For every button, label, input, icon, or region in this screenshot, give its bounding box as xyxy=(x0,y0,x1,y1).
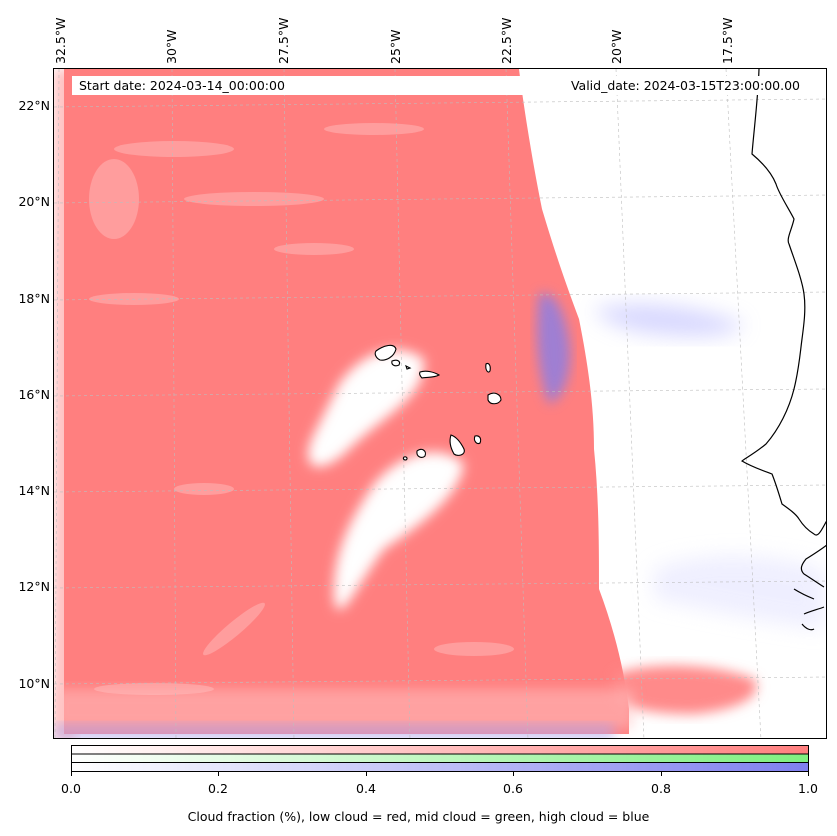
clear-gap-north xyxy=(308,349,425,467)
island-sao-vicente xyxy=(391,359,401,367)
lat-label: 16°N xyxy=(18,387,50,402)
lon-label: 17.5°W xyxy=(720,17,735,64)
colorbar-tick-label: 0.6 xyxy=(503,781,523,796)
lon-label: 25°W xyxy=(388,29,403,64)
date-header-strip xyxy=(72,76,810,95)
bottom-high-cloud xyxy=(54,724,614,738)
colorbar-tick xyxy=(808,772,809,776)
island-santo-antao xyxy=(374,344,397,361)
island-santiago xyxy=(449,434,465,456)
colorbar-tick-label: 0.8 xyxy=(651,781,671,796)
lat-label: 22°N xyxy=(18,98,50,113)
lat-label: 18°N xyxy=(18,291,50,306)
cloud-fraction-map xyxy=(54,69,826,738)
lon-label: 27.5°W xyxy=(276,17,291,64)
lon-label: 32.5°W xyxy=(53,17,68,64)
high-cloud-east xyxy=(594,304,744,337)
colorbar-tick xyxy=(661,772,662,776)
lon-label: 20°W xyxy=(609,29,624,64)
colorbar-row-mid xyxy=(71,753,809,763)
island-boa-vista xyxy=(487,392,502,405)
island-santa-luzia xyxy=(405,364,412,370)
colorbar-tick-label: 1.0 xyxy=(798,781,818,796)
colorbar-tick xyxy=(513,772,514,776)
cape-verde-islands xyxy=(374,344,502,461)
colorbar-label: Cloud fraction (%), low cloud = red, mid… xyxy=(187,809,650,824)
island-brava xyxy=(402,456,408,461)
colorbar-tick xyxy=(71,772,72,776)
lat-label: 10°N xyxy=(18,676,50,691)
lon-label: 30°W xyxy=(164,29,179,64)
start-date-label: Start date: 2024-03-14_00:00:00 xyxy=(79,78,285,93)
valid-date-label: Valid_date: 2024-03-15T23:00:00.00 xyxy=(570,78,800,93)
lat-label: 14°N xyxy=(18,483,50,498)
colorbar-tick xyxy=(366,772,367,776)
colorbar-row-high xyxy=(71,762,809,772)
island-fogo xyxy=(416,448,426,458)
colorbar-tick-label: 0.2 xyxy=(208,781,228,796)
high-cloud-coastal xyxy=(537,293,571,404)
colorbar xyxy=(71,745,809,772)
coastline-africa xyxy=(741,69,826,631)
colorbar-tick-label: 0.4 xyxy=(356,781,376,796)
clear-gap-south xyxy=(333,452,464,610)
lat-label: 12°N xyxy=(18,579,50,594)
high-cloud-south xyxy=(654,555,824,629)
island-sao-nicolau xyxy=(419,370,441,379)
map-panel xyxy=(53,68,827,739)
lon-label: 22.5°W xyxy=(499,17,514,64)
island-sal xyxy=(485,362,491,373)
lat-label: 20°N xyxy=(18,194,50,209)
colorbar-tick xyxy=(218,772,219,776)
island-maio xyxy=(473,435,482,445)
graticule xyxy=(54,69,826,738)
low-cloud-south-patch xyxy=(614,665,757,714)
colorbar-tick-label: 0.0 xyxy=(61,781,81,796)
colorbar-row-low xyxy=(71,745,809,755)
bottom-band xyxy=(54,689,634,729)
